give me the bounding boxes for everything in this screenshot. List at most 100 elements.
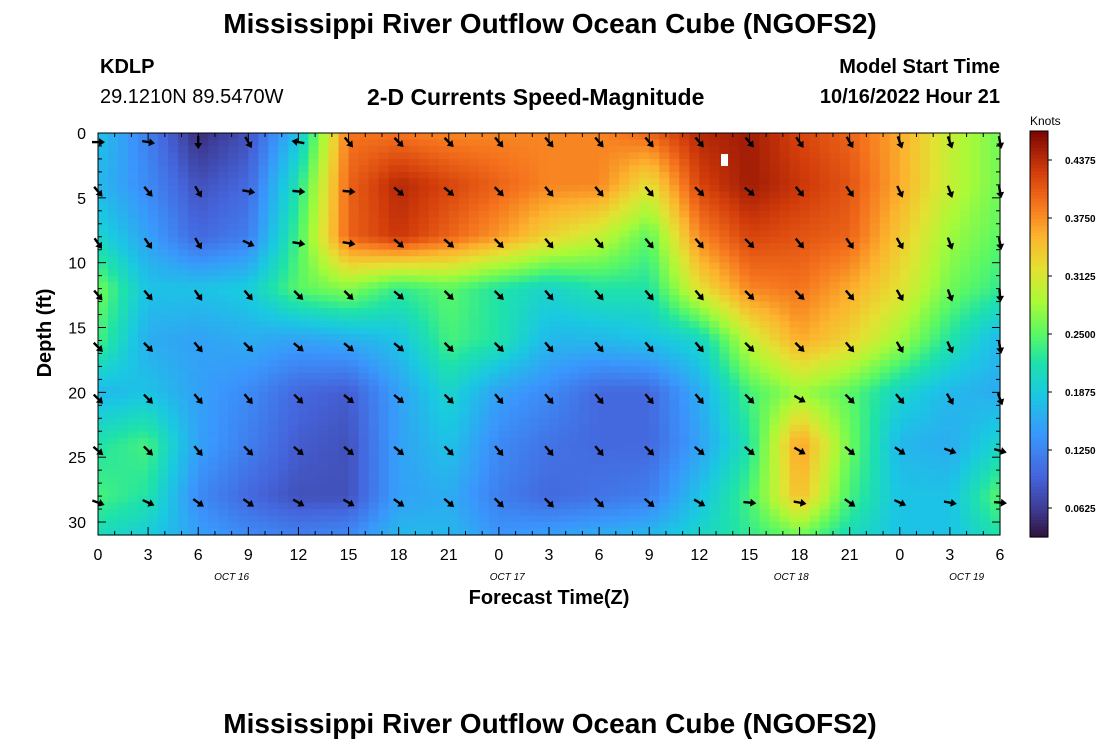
- heatmap-cell: [348, 489, 360, 497]
- heatmap-cell: [458, 145, 470, 154]
- heatmap-cell: [448, 171, 460, 179]
- heatmap-cell: [859, 411, 871, 419]
- heatmap-cell: [859, 191, 871, 199]
- heatmap-cell: [448, 424, 460, 432]
- heatmap-cell: [699, 346, 710, 355]
- heatmap-cell: [789, 450, 801, 458]
- heatmap-cell: [599, 379, 610, 387]
- heatmap-cell: [989, 483, 1001, 491]
- heatmap-cell: [719, 191, 730, 199]
- heatmap-cell: [589, 204, 600, 212]
- heatmap-cell: [639, 256, 650, 264]
- heatmap-cell: [278, 470, 290, 478]
- heatmap-cell: [949, 256, 961, 264]
- heatmap-cell: [288, 243, 300, 251]
- heatmap-cell: [599, 301, 610, 309]
- heatmap-cell: [769, 327, 781, 335]
- heatmap-cell: [218, 236, 229, 244]
- heatmap-cell: [248, 431, 259, 439]
- heatmap-cell: [228, 483, 239, 491]
- heatmap-cell: [498, 282, 510, 290]
- heatmap-cell: [629, 470, 640, 478]
- heatmap-cell: [468, 256, 480, 264]
- heatmap-cell: [979, 334, 991, 342]
- heatmap-cell: [559, 133, 570, 141]
- heatmap-cell: [538, 372, 550, 380]
- heatmap-cell: [278, 359, 290, 368]
- heatmap-cell: [769, 483, 781, 491]
- heatmap-cell: [98, 288, 109, 296]
- heatmap-cell: [538, 217, 550, 225]
- heatmap-cell: [979, 314, 991, 322]
- heatmap-cell: [528, 184, 540, 192]
- heatmap-cell: [579, 145, 590, 154]
- heatmap-cell: [408, 204, 420, 212]
- heatmap-cell: [549, 444, 560, 452]
- heatmap-cell: [278, 340, 290, 348]
- heatmap-cell: [549, 204, 560, 212]
- heatmap-cell: [178, 424, 189, 432]
- heatmap-cell: [278, 405, 290, 413]
- heatmap-cell: [318, 152, 330, 160]
- heatmap-cell: [398, 334, 410, 342]
- heatmap-cell: [198, 133, 209, 141]
- heatmap-cell: [689, 165, 700, 173]
- heatmap-cell: [799, 411, 811, 419]
- heatmap-cell: [208, 372, 219, 380]
- heatmap-cell: [538, 431, 550, 439]
- heatmap-cell: [569, 334, 580, 342]
- heatmap-cell: [629, 295, 640, 303]
- heatmap-cell: [689, 392, 700, 400]
- heatmap-cell: [789, 152, 801, 160]
- heatmap-cell: [709, 476, 720, 484]
- heatmap-cell: [538, 437, 550, 445]
- heatmap-cell: [288, 327, 300, 335]
- heatmap-cell: [348, 366, 360, 374]
- heatmap-cell: [869, 191, 881, 199]
- heatmap-cell: [919, 171, 931, 179]
- heatmap-cell: [488, 353, 500, 361]
- heatmap-cell: [238, 308, 249, 316]
- heatmap-cell: [579, 346, 590, 355]
- heatmap-cell: [348, 282, 360, 290]
- heatmap-cell: [719, 243, 730, 251]
- heatmap-cell: [559, 346, 570, 355]
- heatmap-cell: [799, 321, 811, 329]
- heatmap-cell: [929, 210, 941, 218]
- heatmap-cell: [348, 133, 360, 141]
- heatmap-cell: [779, 431, 791, 439]
- heatmap-cell: [709, 275, 720, 283]
- heatmap-cell: [108, 158, 119, 167]
- heatmap-cell: [448, 178, 460, 186]
- heatmap-cell: [639, 385, 650, 393]
- heatmap-cell: [769, 457, 781, 465]
- heatmap-cell: [739, 418, 751, 426]
- heatmap-cell: [819, 256, 831, 264]
- heatmap-cell: [579, 256, 590, 264]
- heatmap-cell: [348, 411, 360, 419]
- heatmap-cell: [98, 327, 109, 335]
- heatmap-cell: [408, 489, 420, 497]
- heatmap-cell: [829, 262, 841, 270]
- heatmap-cell: [799, 314, 811, 322]
- heatmap-cell: [959, 282, 971, 290]
- heatmap-cell: [609, 165, 620, 173]
- heatmap-cell: [338, 217, 350, 225]
- heatmap-cell: [659, 223, 670, 231]
- heatmap-cell: [749, 334, 761, 342]
- heatmap-cell: [679, 353, 690, 361]
- heatmap-cell: [849, 133, 861, 141]
- heatmap-cell: [538, 359, 550, 368]
- heatmap-cell: [689, 398, 700, 406]
- heatmap-cell: [959, 366, 971, 374]
- heatmap-cell: [569, 366, 580, 374]
- heatmap-cell: [438, 197, 450, 205]
- heatmap-cell: [959, 139, 971, 147]
- heatmap-cell: [659, 269, 670, 277]
- heatmap-cell: [549, 262, 560, 270]
- heatmap-cell: [388, 431, 400, 439]
- heatmap-cell: [508, 158, 520, 167]
- heatmap-cell: [198, 340, 209, 348]
- heatmap-cell: [98, 489, 109, 497]
- heatmap-cell: [178, 418, 189, 426]
